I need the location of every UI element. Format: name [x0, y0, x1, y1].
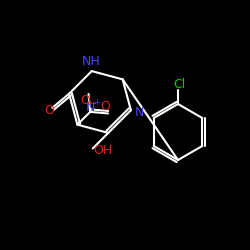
- Text: +: +: [93, 98, 100, 108]
- Text: O: O: [44, 104, 54, 117]
- Text: −: −: [90, 99, 98, 109]
- Text: O: O: [80, 94, 90, 108]
- Text: N: N: [86, 102, 95, 114]
- Text: O: O: [100, 100, 110, 113]
- Text: N: N: [135, 106, 144, 119]
- Text: NH: NH: [81, 54, 100, 68]
- Text: Cl: Cl: [173, 78, 185, 90]
- Text: OH: OH: [93, 144, 112, 157]
